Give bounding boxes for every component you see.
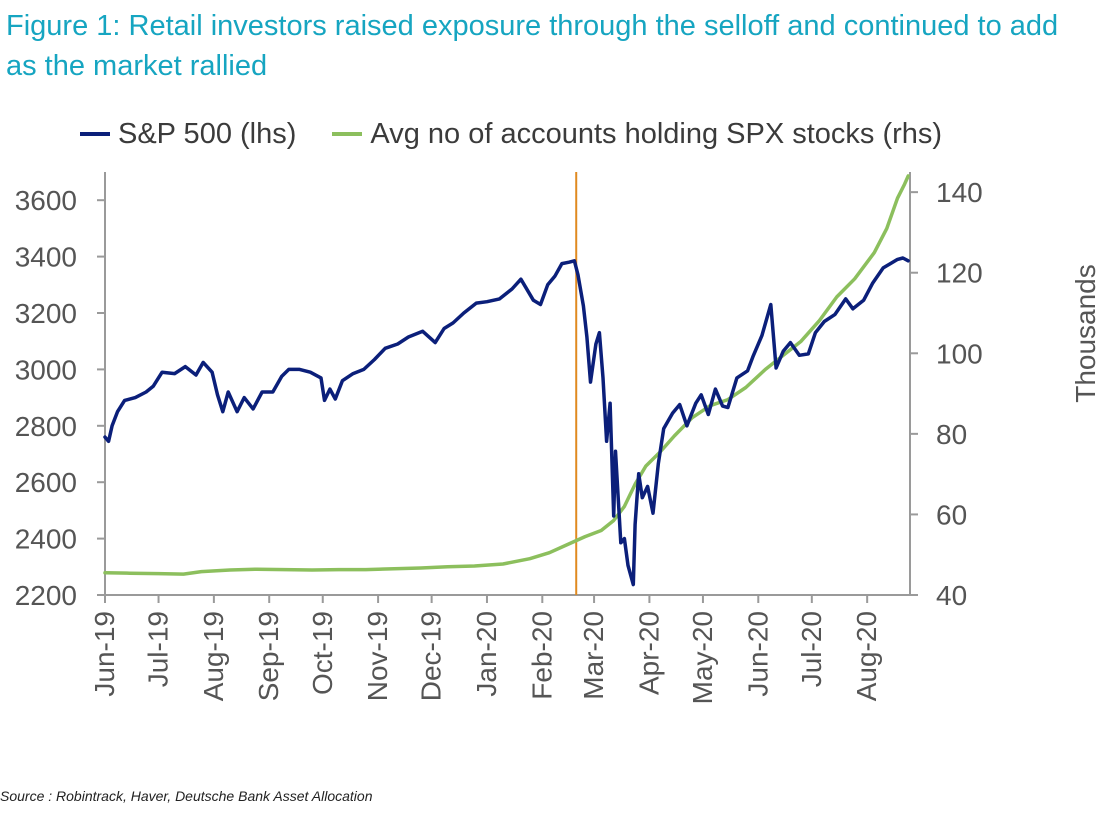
source-note: Source : Robintrack, Haver, Deutsche Ban… bbox=[0, 788, 373, 804]
spx-series-line bbox=[103, 256, 910, 587]
x-tick-label: Jun-19 bbox=[89, 611, 120, 697]
y-right-tick-label: 40 bbox=[936, 580, 967, 611]
y-left-tick-label: 3400 bbox=[15, 242, 77, 273]
y-axis-right-title: Thousands bbox=[1070, 264, 1096, 403]
legend-label-accounts: Avg no of accounts holding SPX stocks (r… bbox=[370, 117, 943, 150]
x-tick-label: Sep-19 bbox=[253, 611, 284, 701]
legend-swatch-accounts bbox=[332, 132, 363, 136]
chart-title: Figure 1: Retail investors raised exposu… bbox=[6, 10, 1059, 82]
legend: S&P 500 (lhs) Avg no of accounts holding… bbox=[80, 114, 978, 154]
x-tick-label: Dec-19 bbox=[416, 611, 447, 701]
y-right-tick-label: 120 bbox=[936, 258, 983, 289]
y-left-tick-label: 2200 bbox=[15, 580, 77, 611]
legend-item-spx: S&P 500 (lhs) bbox=[80, 118, 296, 151]
x-tick-label: Jan-20 bbox=[471, 611, 502, 697]
x-tick-label: Jun-20 bbox=[742, 611, 773, 697]
legend-item-accounts: Avg no of accounts holding SPX stocks (r… bbox=[332, 118, 942, 151]
x-tick-label: Mar-20 bbox=[578, 611, 609, 700]
y-left-tick-label: 2400 bbox=[15, 524, 77, 555]
x-tick-label: Aug-20 bbox=[851, 611, 882, 701]
y-right-tick-label: 140 bbox=[936, 177, 983, 208]
y-left-tick-label: 3600 bbox=[15, 185, 77, 216]
legend-label-spx: S&P 500 (lhs) bbox=[118, 117, 297, 150]
x-tick-label: Nov-19 bbox=[362, 611, 393, 701]
y-left-tick-label: 3200 bbox=[15, 298, 77, 329]
x-tick-label: Jul-20 bbox=[796, 611, 827, 687]
x-tick-label: Apr-20 bbox=[633, 611, 664, 695]
y-left-tick-label: 2600 bbox=[15, 467, 77, 498]
y-right-tick-label: 80 bbox=[936, 419, 967, 450]
x-tick-label: May-20 bbox=[687, 611, 718, 704]
y-left-tick-label: 3000 bbox=[15, 354, 77, 385]
x-tick-label: Aug-19 bbox=[198, 611, 229, 701]
accounts-series-line bbox=[103, 174, 910, 576]
chart-axes bbox=[97, 172, 918, 603]
x-tick-label: Jul-19 bbox=[143, 611, 174, 687]
x-tick-label: Feb-20 bbox=[526, 611, 557, 700]
chart-series bbox=[103, 172, 910, 595]
legend-swatch-spx bbox=[80, 132, 110, 136]
y-right-tick-label: 60 bbox=[936, 499, 967, 530]
chart-labels: 2200 2400 2600 2800 3000 3200 3400 3600 40 60 80 10… bbox=[15, 177, 1096, 704]
y-right-tick-label: 100 bbox=[936, 338, 983, 369]
x-tick-label: Oct-19 bbox=[307, 611, 338, 695]
y-left-tick-label: 2800 bbox=[15, 411, 77, 442]
